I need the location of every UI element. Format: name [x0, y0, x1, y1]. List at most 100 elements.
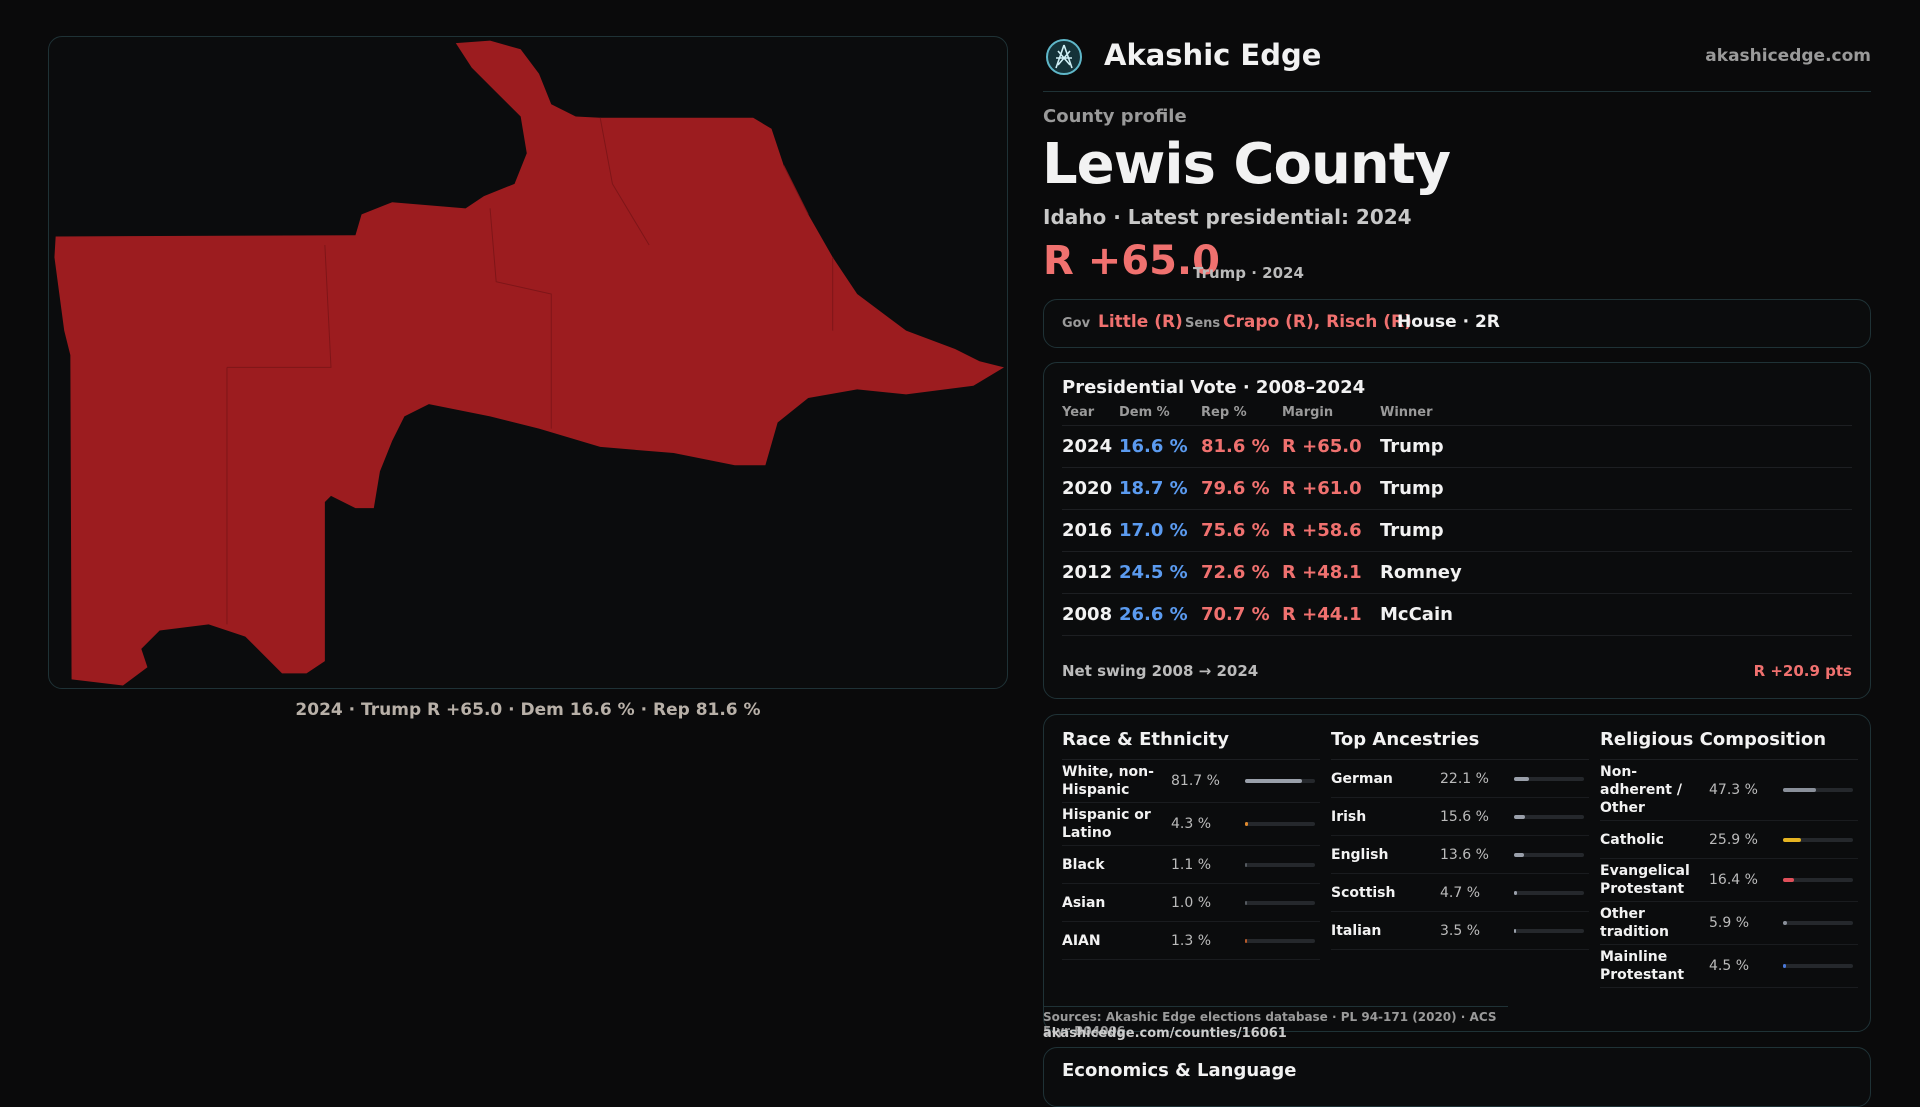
demo-value: 13.6 %	[1440, 846, 1489, 863]
bar	[1514, 852, 1524, 857]
demo-row: Italian 3.5 %	[1331, 912, 1589, 950]
table-row: 2012 24.5 % 72.6 % R +48.1 Romney	[1062, 552, 1852, 594]
bar	[1245, 862, 1247, 867]
demo-name: Catholic	[1600, 831, 1664, 848]
bar-track	[1514, 890, 1584, 895]
demo-name: Mainline Protestant	[1600, 949, 1685, 983]
religion-column: Religious Composition Non-adherent / Othe…	[1600, 729, 1858, 988]
table-cell: Trump	[1380, 520, 1444, 541]
bar-track	[1514, 776, 1584, 781]
bar-track	[1783, 921, 1853, 925]
bar	[1245, 822, 1248, 826]
demo-name: Italian	[1331, 922, 1382, 939]
demo-name: Irish	[1331, 808, 1367, 825]
table-cell: R +58.6	[1282, 520, 1362, 541]
table-cell: 17.0 %	[1119, 520, 1188, 541]
demo-value: 1.1 %	[1171, 856, 1212, 873]
economics-panel: Economics & Language	[1043, 1047, 1871, 1107]
house: House · 2R	[1397, 312, 1500, 332]
table-cell: 26.6 %	[1119, 604, 1188, 625]
bar	[1514, 814, 1525, 819]
table-cell: 16.6 %	[1119, 436, 1188, 457]
demo-value: 1.3 %	[1171, 932, 1212, 949]
county-name: Lewis County	[1042, 132, 1451, 197]
demo-row: Evangelical Protestant 16.4 %	[1600, 859, 1858, 902]
demo-value: 15.6 %	[1440, 808, 1489, 825]
table-cell: 24.5 %	[1119, 562, 1188, 583]
demo-name: Other tradition	[1600, 906, 1669, 940]
bar	[1245, 900, 1247, 905]
bar-track	[1514, 928, 1584, 933]
demo-row: Irish 15.6 %	[1331, 798, 1589, 836]
bar-track	[1514, 814, 1584, 819]
profile-subtitle: Idaho · Latest presidential: 2024	[1043, 205, 1412, 229]
column-header: Margin	[1282, 405, 1334, 420]
header-rule	[1043, 91, 1871, 92]
table-cell: 2016	[1062, 520, 1113, 541]
table-cell: Trump	[1380, 436, 1444, 457]
demo-value: 5.9 %	[1709, 915, 1750, 931]
source-url[interactable]: akashicedge.com/counties/16061	[1043, 1026, 1287, 1041]
table-cell: 2012	[1062, 562, 1113, 583]
map-caption: 2024 · Trump R +65.0 · Dem 16.6 % · Rep …	[295, 700, 761, 720]
demo-row: Asian 1.0 %	[1062, 884, 1320, 922]
table-header: Year Dem % Rep % Margin Winner	[1062, 401, 1852, 426]
table-cell: 79.6 %	[1201, 478, 1270, 499]
bar-track	[1783, 837, 1853, 842]
section-title: Race & Ethnicity	[1062, 729, 1320, 760]
sens-label: Sens	[1185, 316, 1221, 331]
demo-value: 16.4 %	[1709, 872, 1758, 888]
subdivision-lines	[226, 117, 834, 625]
bar-track	[1783, 878, 1853, 882]
column-header: Dem %	[1119, 405, 1170, 420]
demo-row: Scottish 4.7 %	[1331, 874, 1589, 912]
bar-track	[1783, 788, 1853, 792]
profile-winner: Trump · 2024	[1193, 264, 1304, 282]
bar-track	[1245, 938, 1315, 943]
bar-track	[1245, 822, 1315, 826]
profile-margin: R +65.0	[1043, 238, 1220, 284]
page: County profile {"brand":{"name":"Akashic…	[48, 36, 1871, 1107]
demo-name: Black	[1062, 856, 1105, 873]
table-cell: 81.6 %	[1201, 436, 1270, 457]
demo-value: 1.0 %	[1171, 894, 1212, 911]
senators: Crapo (R), Risch (R)	[1223, 312, 1412, 332]
demo-name: Hispanic or Latino	[1062, 807, 1151, 841]
county-shape	[54, 40, 1005, 686]
body: 2024 · Trump R +65.0 · Dem 16.6 % · Rep …	[48, 36, 1871, 1107]
demo-name: Evangelical Protestant	[1600, 863, 1690, 897]
table-row: 2008 26.6 % 70.7 % R +44.1 McCain	[1062, 594, 1852, 636]
gov-label: Gov	[1062, 316, 1091, 331]
bar-track	[1783, 964, 1853, 968]
race-column: Race & Ethnicity White, non-Hispanic 81.7 …	[1062, 729, 1320, 960]
table-cell: 18.7 %	[1119, 478, 1188, 499]
table-cell: R +65.0	[1282, 436, 1362, 457]
bar-track	[1245, 900, 1315, 905]
column-header: Winner	[1380, 405, 1433, 420]
presidential-panel: Presidential Vote · 2008–2024 Net swing …	[1043, 362, 1871, 699]
presidential-title: Presidential Vote · 2008–2024	[1062, 377, 1366, 398]
bar	[1245, 779, 1303, 783]
bar	[1783, 878, 1795, 882]
demo-name: White, non-Hispanic	[1062, 764, 1154, 798]
bar	[1783, 964, 1787, 968]
county-map	[54, 40, 1005, 686]
demo-value: 4.7 %	[1440, 884, 1481, 901]
demo-row: Mainline Protestant 4.5 %	[1600, 945, 1858, 988]
demo-value: 4.5 %	[1709, 958, 1750, 974]
economics-title: Economics & Language	[1062, 1060, 1297, 1081]
demo-name: German	[1331, 770, 1393, 787]
demo-row: AIAN 1.3 %	[1062, 922, 1320, 960]
bar	[1783, 837, 1802, 842]
section-title: Top Ancestries	[1331, 729, 1589, 760]
section-title: Religious Composition	[1600, 729, 1858, 760]
demo-row: Hispanic or Latino 4.3 %	[1062, 803, 1320, 846]
brand-url[interactable]: akashicedge.com	[1705, 46, 1871, 66]
table-cell: 72.6 %	[1201, 562, 1270, 583]
table-cell: R +44.1	[1282, 604, 1362, 625]
demo-name: AIAN	[1062, 932, 1101, 949]
table-cell: McCain	[1380, 604, 1453, 625]
map-panel	[48, 36, 1008, 689]
table-row: 2016 17.0 % 75.6 % R +58.6 Trump	[1062, 510, 1852, 552]
demo-row: Non-adherent / Other 47.3 %	[1600, 760, 1858, 821]
